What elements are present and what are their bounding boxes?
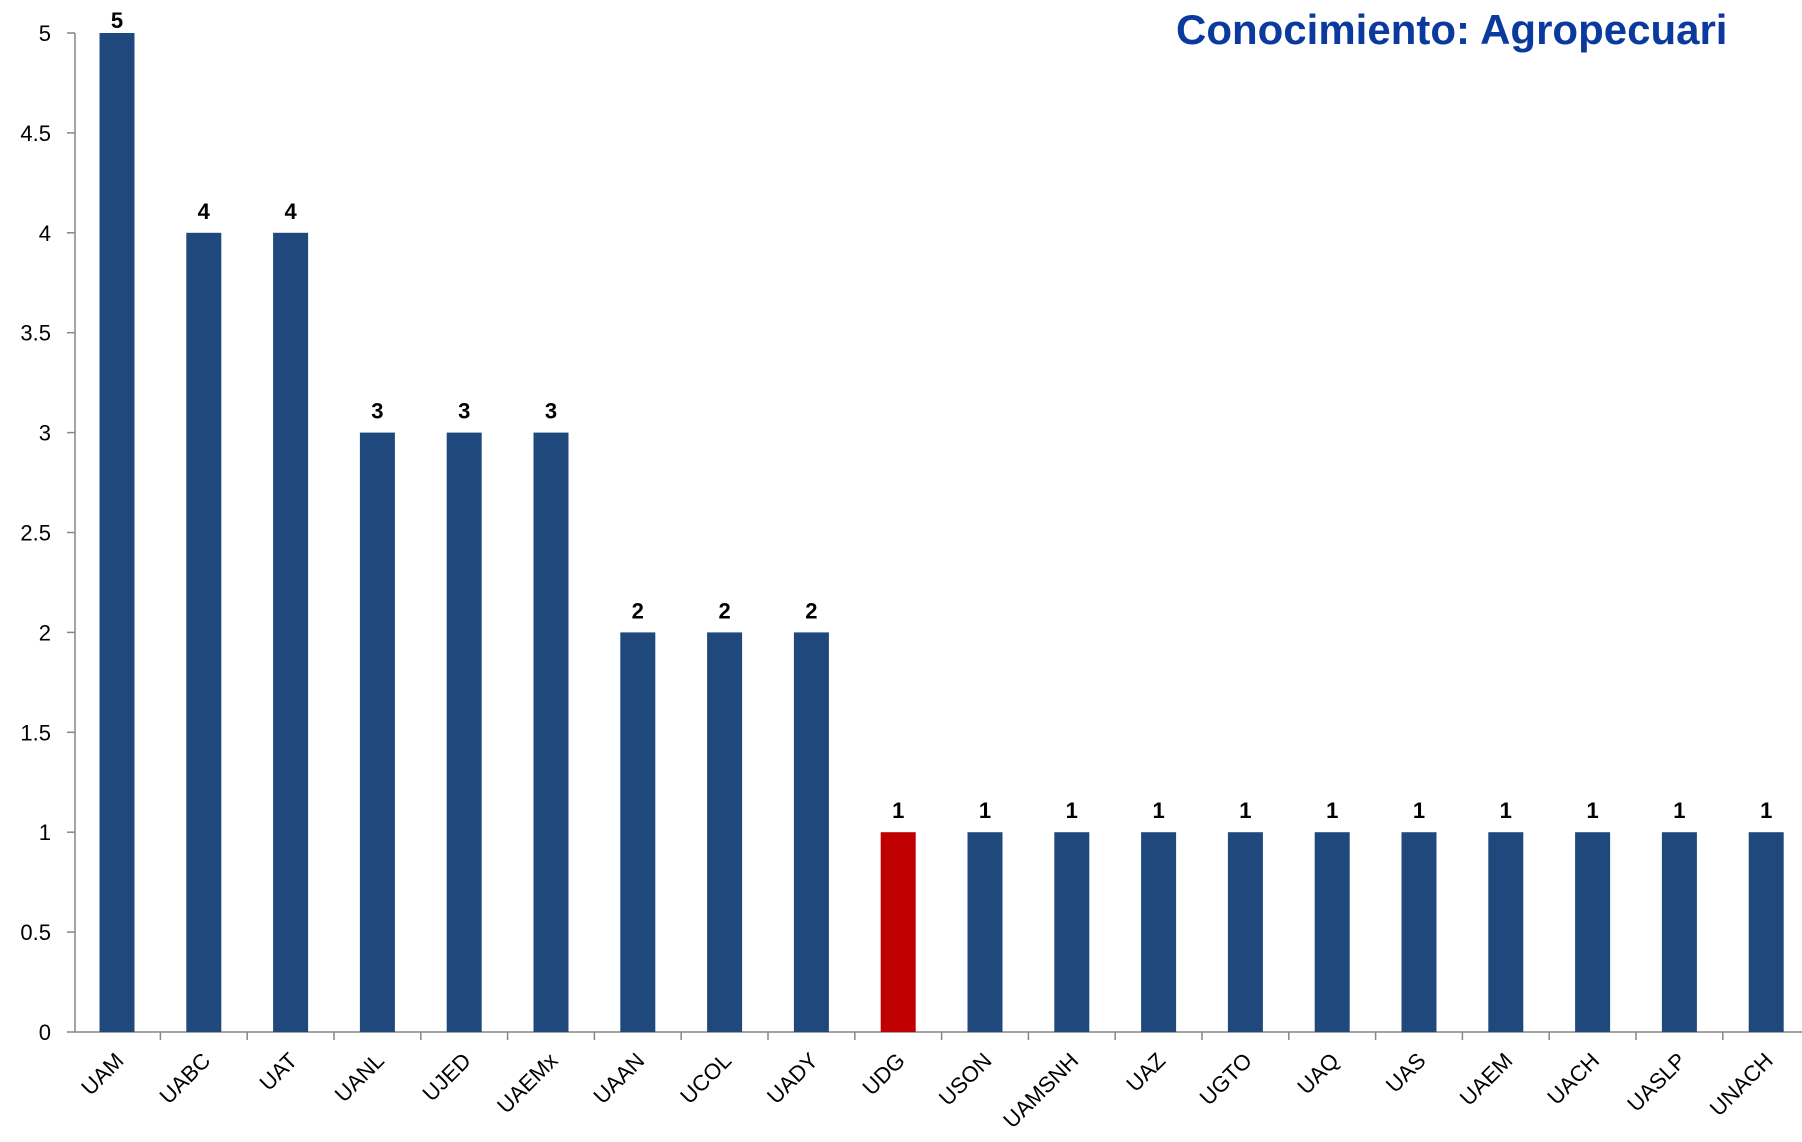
category-label: UABC bbox=[154, 1048, 215, 1109]
category-label: UAQ bbox=[1292, 1048, 1343, 1099]
y-tick-label: 0 bbox=[39, 1020, 51, 1045]
data-label: 1 bbox=[892, 798, 904, 823]
bar-uas bbox=[1401, 832, 1437, 1032]
data-label: 1 bbox=[1239, 798, 1251, 823]
data-label: 1 bbox=[1326, 798, 1338, 823]
bar-uaemx bbox=[533, 432, 569, 1033]
category-label: UAM bbox=[76, 1048, 128, 1100]
data-label: 4 bbox=[198, 199, 211, 224]
bar-unach bbox=[1748, 832, 1784, 1032]
data-label: 1 bbox=[1413, 798, 1425, 823]
category-label: UAEM bbox=[1455, 1048, 1518, 1111]
bar-uaem bbox=[1488, 832, 1524, 1032]
y-tick-label: 1 bbox=[39, 820, 51, 845]
bar-ugto bbox=[1227, 832, 1263, 1032]
data-label: 3 bbox=[545, 399, 557, 424]
category-label: UAEMx bbox=[492, 1048, 562, 1118]
bar-uat bbox=[273, 232, 309, 1033]
bar-ucol bbox=[707, 632, 743, 1032]
bar-uson bbox=[967, 832, 1003, 1032]
category-label: UANL bbox=[330, 1048, 389, 1107]
category-label: UCOL bbox=[675, 1048, 736, 1109]
bar-uady bbox=[793, 632, 829, 1032]
data-label: 2 bbox=[632, 598, 644, 623]
data-label: 1 bbox=[1673, 798, 1685, 823]
category-label: UAS bbox=[1381, 1048, 1431, 1098]
data-label: 3 bbox=[371, 399, 383, 424]
bar-uam bbox=[99, 33, 135, 1032]
category-label: UNACH bbox=[1705, 1048, 1778, 1121]
data-label: 1 bbox=[1066, 798, 1078, 823]
data-label: 1 bbox=[979, 798, 991, 823]
y-tick-label: 1.5 bbox=[20, 720, 51, 745]
category-label: UJED bbox=[417, 1048, 475, 1106]
data-label: 1 bbox=[1152, 798, 1164, 823]
category-label: UASLP bbox=[1622, 1048, 1691, 1117]
bar-uaz bbox=[1141, 832, 1177, 1032]
data-label: 1 bbox=[1760, 798, 1772, 823]
category-label: UAAN bbox=[588, 1048, 649, 1109]
y-tick-label: 2 bbox=[39, 620, 51, 645]
y-tick-label: 3 bbox=[39, 421, 51, 446]
data-label: 1 bbox=[1500, 798, 1512, 823]
category-label: UDG bbox=[857, 1048, 909, 1100]
data-label: 2 bbox=[805, 598, 817, 623]
bar-uamsnh bbox=[1054, 832, 1090, 1032]
y-tick-label: 4.5 bbox=[20, 121, 51, 146]
bar-uaq bbox=[1314, 832, 1350, 1032]
data-label: 5 bbox=[111, 8, 123, 33]
bar-uaslp bbox=[1661, 832, 1697, 1032]
category-label: UADY bbox=[762, 1048, 823, 1109]
category-label: UAMSNH bbox=[998, 1048, 1083, 1133]
y-tick-label: 3.5 bbox=[20, 321, 51, 346]
bar-uach bbox=[1575, 832, 1611, 1032]
y-tick-label: 2.5 bbox=[20, 521, 51, 546]
bar-uanl bbox=[359, 432, 395, 1033]
bar-ujed bbox=[446, 432, 482, 1033]
data-label: 1 bbox=[1586, 798, 1598, 823]
category-label: UAT bbox=[254, 1048, 302, 1096]
category-label: UGTO bbox=[1195, 1048, 1257, 1110]
data-label: 3 bbox=[458, 399, 470, 424]
bar-udg bbox=[880, 832, 916, 1032]
category-label: UAZ bbox=[1121, 1048, 1170, 1097]
data-label: 2 bbox=[718, 598, 730, 623]
y-tick-label: 0.5 bbox=[20, 920, 51, 945]
data-label: 4 bbox=[284, 199, 297, 224]
chart-title: Conocimiento: Agropecuari bbox=[1176, 6, 1728, 53]
category-label: USON bbox=[934, 1048, 997, 1111]
bar-uabc bbox=[186, 232, 222, 1033]
category-label: UACH bbox=[1542, 1048, 1604, 1110]
y-tick-label: 5 bbox=[39, 21, 51, 46]
bar-uaan bbox=[620, 632, 656, 1032]
y-tick-label: 4 bbox=[39, 221, 51, 246]
